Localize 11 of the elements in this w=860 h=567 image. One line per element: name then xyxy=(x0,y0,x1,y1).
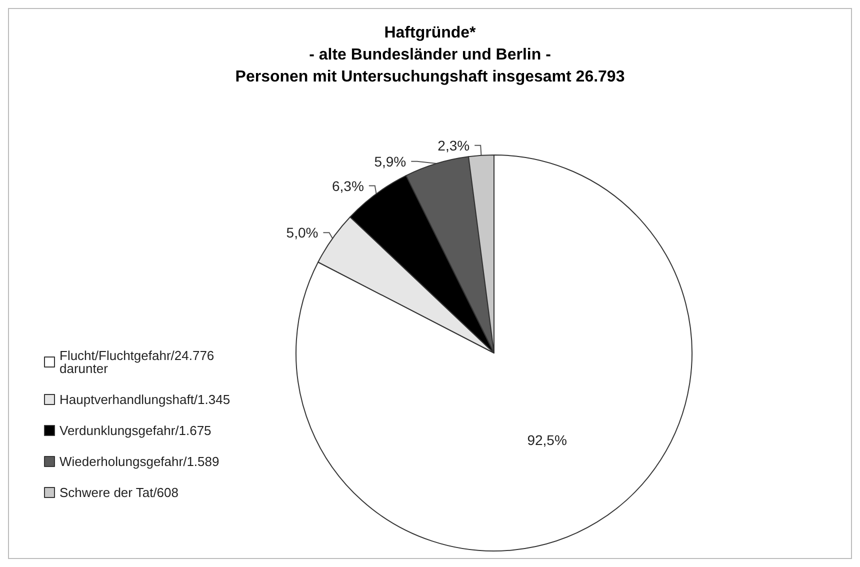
data-label: 6,3% xyxy=(332,178,364,194)
legend-label: Verdunklungsgefahr/1.675 xyxy=(60,423,212,438)
data-label: 92,5% xyxy=(527,432,567,448)
legend-label: Wiederholungsgefahr/1.589 xyxy=(60,454,220,469)
chart-title: Haftgründe* - alte Bundesländer und Berlin - Personen mit Untersuchungshaft insgesamt 26.793 xyxy=(235,24,625,86)
data-label: 5,9% xyxy=(374,153,406,170)
legend-label: Schwere der Tat/608 xyxy=(60,485,178,500)
data-label: 2,3% xyxy=(438,137,470,154)
legend-label: Flucht/Fluchtgefahr/24.776 darunter xyxy=(60,348,214,376)
data-label: 5,0% xyxy=(286,224,318,241)
legend-label: Hauptverhandlungshaft/1.345 xyxy=(60,392,230,407)
